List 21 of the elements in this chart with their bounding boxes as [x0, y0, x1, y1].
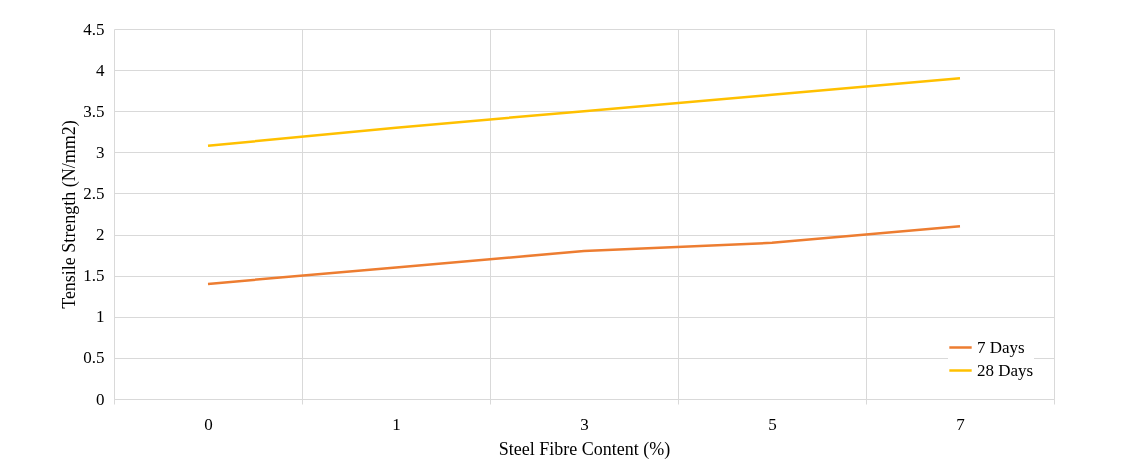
x-tick-label: 1 — [392, 414, 401, 434]
y-tick-label: 1 — [96, 307, 105, 327]
y-tick-label: 3.5 — [83, 101, 105, 121]
y-tick-label: 0 — [96, 389, 105, 409]
x-axis-title: Steel Fibre Content (%) — [498, 438, 671, 460]
x-tick-label: 3 — [580, 414, 589, 434]
x-tick-label: 5 — [768, 414, 777, 434]
legend-label: 7 Days — [977, 337, 1025, 357]
y-tick-label: 1.5 — [83, 266, 105, 286]
y-tick-label: 4 — [96, 60, 105, 80]
y-tick-label: 0.5 — [83, 348, 105, 368]
y-tick-label: 4.5 — [83, 19, 105, 39]
line-series — [206, 77, 962, 148]
x-tick-label: 0 — [204, 414, 213, 434]
y-axis-title: Tensile Strength (N/mm2) — [59, 120, 81, 309]
y-tick-label: 3 — [96, 142, 105, 162]
y-tick-label: 2 — [96, 225, 105, 245]
legend-label: 28 Days — [977, 360, 1034, 380]
x-tick-label: 7 — [956, 414, 966, 434]
line-series — [206, 225, 962, 286]
y-tick-label: 2.5 — [83, 183, 105, 203]
